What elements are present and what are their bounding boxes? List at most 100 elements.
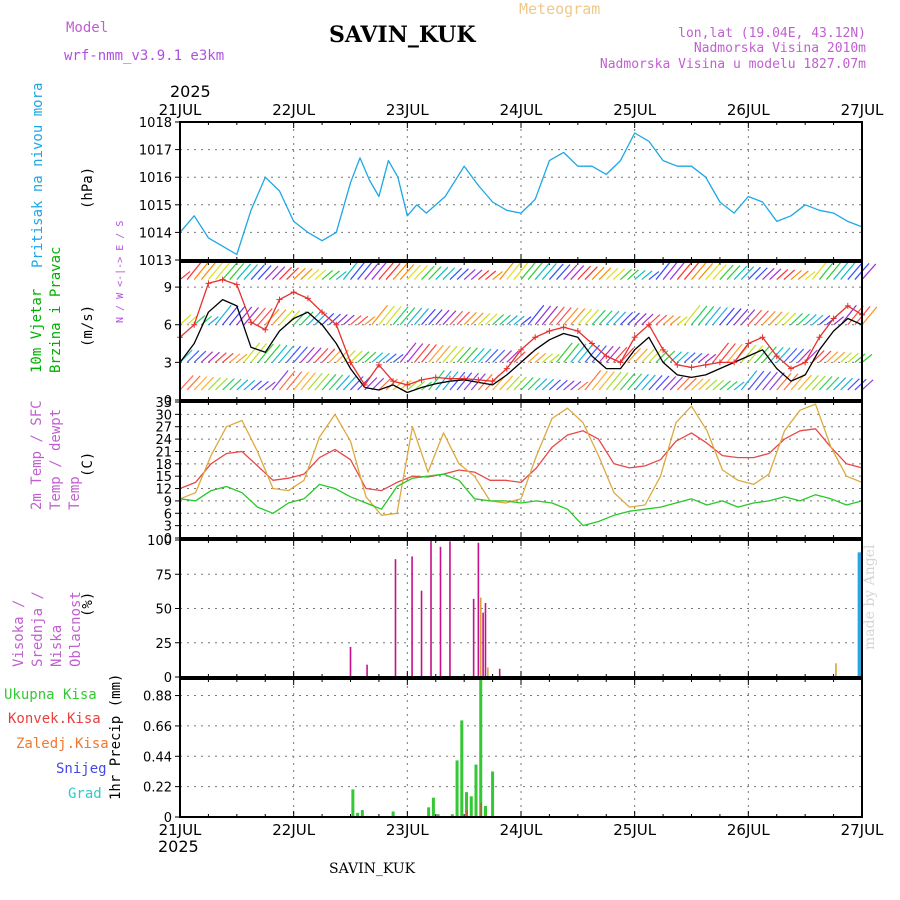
- wind-barb: [549, 353, 560, 363]
- wind-barb: [648, 314, 661, 326]
- wind-barb: [278, 370, 296, 391]
- wind-gust-marker: [347, 359, 354, 366]
- wind-barb: [861, 306, 878, 326]
- wind-gust-marker: [702, 361, 709, 368]
- wind-barb: [669, 351, 682, 363]
- wind-gust-marker: [844, 302, 851, 309]
- model-name: wrf-nmm_v3.9.1 e3km: [64, 48, 225, 64]
- wind-barb: [279, 345, 295, 363]
- model-elevation: Nadmorska Visina u modelu 1827.07m: [599, 57, 866, 72]
- wind-barb: [293, 346, 308, 363]
- wind-gust-marker: [276, 296, 283, 303]
- wind-barb: [449, 310, 464, 326]
- wind-barb: [634, 348, 648, 363]
- wind-gust-marker: [745, 340, 752, 347]
- wind-barb: [449, 267, 463, 280]
- wind-barb: [279, 266, 293, 280]
- wind-barb: [747, 309, 763, 326]
- wind-barb: [350, 260, 367, 280]
- wind-barb: [300, 372, 316, 391]
- total-precip-bar: [427, 807, 431, 817]
- wind-barb: [577, 381, 589, 391]
- wind-gust-marker: [489, 378, 496, 385]
- wind-barb: [485, 270, 497, 281]
- low-cloud-bar: [366, 664, 368, 677]
- wind-barb: [520, 261, 537, 280]
- wind-barb: [818, 315, 831, 326]
- wind-barb: [712, 342, 730, 363]
- wind-barb: [556, 307, 572, 326]
- legend-convective-rain: Konvek.Kisa: [8, 711, 101, 727]
- wind-gust-marker: [432, 374, 439, 381]
- convective-precip-bar: [480, 803, 482, 817]
- wind-barb: [193, 376, 208, 391]
- t2m-line: [179, 428, 863, 492]
- low-cloud-bar: [439, 546, 442, 677]
- y-tick-label: 1014: [139, 226, 172, 241]
- wind-barb: [293, 371, 310, 391]
- wind-barb: [229, 353, 241, 363]
- wind-barb: [513, 351, 526, 363]
- wind-gust-marker: [404, 381, 411, 388]
- wind-barb: [492, 349, 506, 363]
- wind-barb: [818, 376, 833, 391]
- wind-barb: [612, 372, 629, 391]
- wind-barb: [186, 375, 201, 391]
- wind-gust-marker: [631, 334, 638, 341]
- wind-barb: [783, 347, 798, 363]
- wind-barb: [392, 353, 404, 363]
- total-precip-bar: [483, 805, 487, 817]
- wind-barb: [698, 378, 711, 391]
- wind-gust-marker: [560, 324, 567, 331]
- wind-barb: [499, 259, 516, 280]
- wind-barb: [591, 309, 606, 326]
- wind-barb: [634, 313, 647, 326]
- y-tick-label: 21: [155, 445, 172, 460]
- total-precip-bar: [360, 810, 364, 817]
- wind-barb: [442, 345, 458, 363]
- wind-barb: [591, 370, 608, 391]
- wind-barb: [534, 352, 547, 363]
- wind-barb: [193, 315, 206, 326]
- wind-barb: [477, 348, 492, 363]
- legend-total-rain: Ukupna Kisa: [4, 687, 97, 703]
- y-tick-label: 30: [155, 408, 172, 423]
- wind-barb: [648, 271, 660, 281]
- y-tick-label: 1016: [139, 171, 172, 186]
- wind-barb: [534, 378, 548, 391]
- y-tick-label: 0.44: [143, 750, 172, 765]
- wind-barb: [378, 262, 394, 280]
- wind-gust-marker: [446, 375, 453, 382]
- wind-barb: [847, 262, 863, 280]
- wind-barb: [470, 347, 485, 363]
- wind-barb: [406, 307, 423, 326]
- wind-barb: [342, 375, 357, 391]
- wind-barb: [726, 308, 742, 326]
- wind-barb: [456, 268, 469, 280]
- wind-barb: [726, 380, 738, 391]
- wind-barb: [691, 378, 704, 391]
- wind-barb: [328, 313, 341, 326]
- date-label-top: 26JUL: [727, 101, 770, 119]
- y-tick-label: 6: [164, 507, 172, 522]
- wind-barb: [435, 345, 451, 363]
- wind-barb: [250, 264, 265, 280]
- wind-barb: [499, 314, 511, 326]
- wind-barb: [229, 378, 242, 391]
- y-tick-label: 100: [147, 534, 172, 549]
- wind-gust-marker: [205, 280, 212, 287]
- wind-barb: [691, 262, 707, 280]
- wind-barb: [328, 349, 343, 363]
- y-tick-label: 0: [164, 811, 172, 826]
- wind-barb: [307, 372, 323, 391]
- panel-frame: [179, 539, 863, 678]
- y-tick-label: 27: [155, 421, 172, 436]
- wind-barb: [577, 308, 593, 326]
- wind-barb: [804, 271, 816, 281]
- wind-barb: [577, 344, 594, 363]
- wind-barb: [655, 314, 668, 326]
- low-cloud-bar: [411, 556, 413, 677]
- wind-gust-marker: [787, 365, 794, 372]
- date-label-top: 23JUL: [386, 101, 429, 119]
- wind-barb: [371, 377, 385, 391]
